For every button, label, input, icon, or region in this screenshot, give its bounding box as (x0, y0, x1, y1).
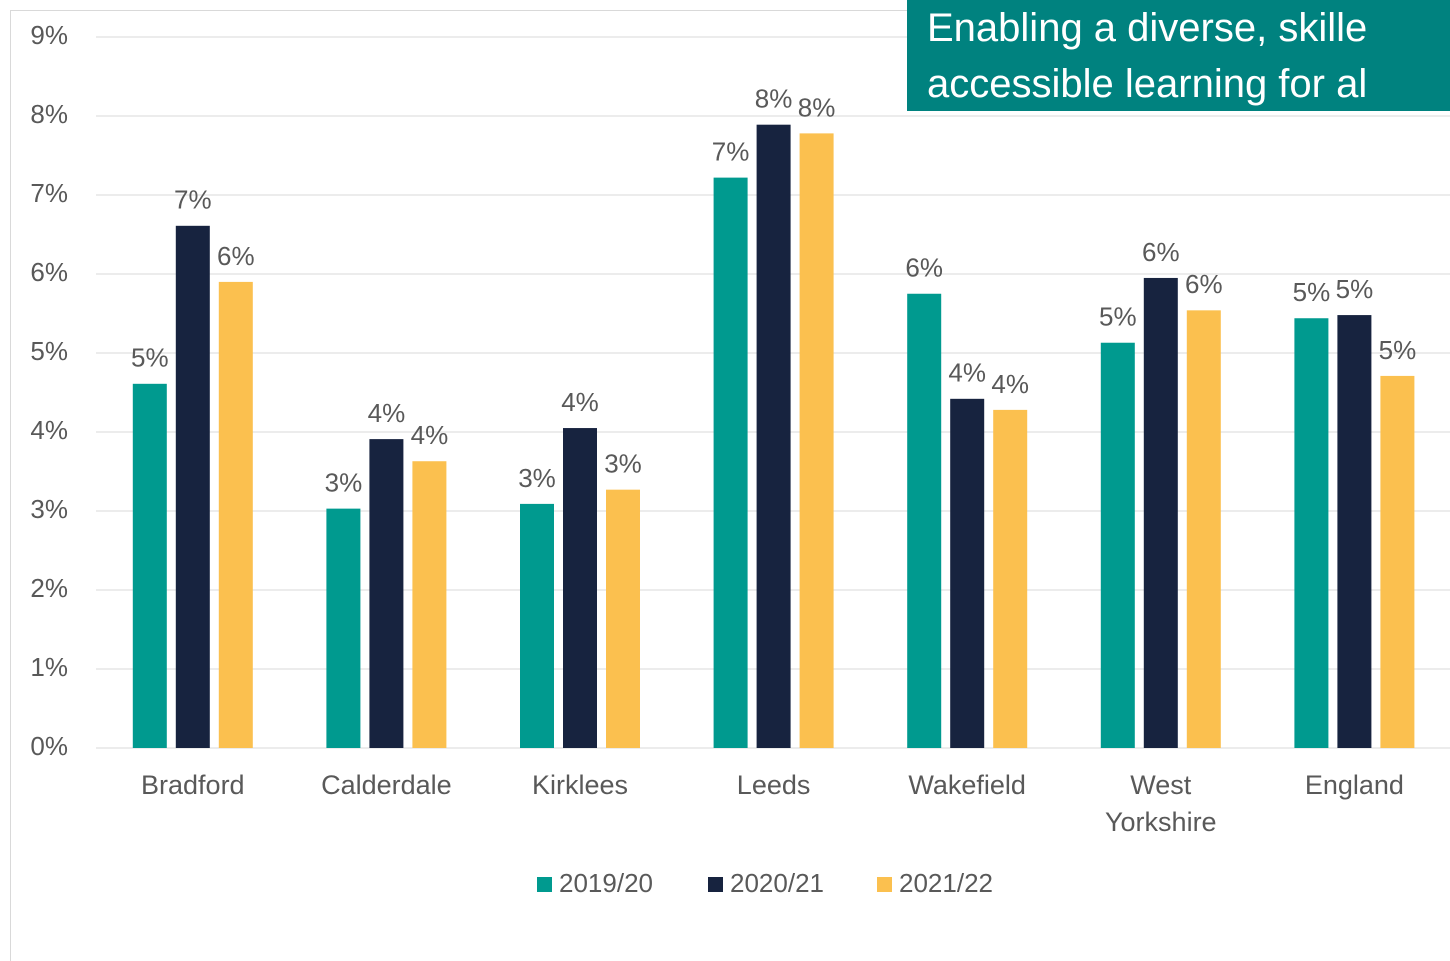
value-label: 4% (948, 358, 986, 388)
bar (1380, 375, 1415, 748)
y-tick-label: 9% (30, 20, 68, 50)
y-tick-label: 0% (30, 731, 68, 761)
value-label: 3% (518, 463, 556, 493)
bar (606, 489, 640, 748)
value-label: 5% (1336, 274, 1374, 304)
bar (1186, 310, 1221, 748)
y-tick-label: 8% (30, 99, 68, 129)
bar (412, 461, 447, 748)
x-tick-label: Wakefield (908, 770, 1026, 800)
legend-label: 2019/20 (559, 868, 653, 898)
value-label: 4% (991, 369, 1029, 399)
y-tick-label: 1% (30, 652, 68, 682)
x-tick-label: Bradford (141, 770, 245, 800)
y-tick-label: 2% (30, 573, 68, 603)
bar (1143, 277, 1178, 748)
x-tick-label: West Yorkshire (1105, 770, 1217, 837)
value-label: 4% (561, 387, 599, 417)
banner: Enabling a diverse, skille accessible le… (907, 0, 1450, 111)
legend-label: 2020/21 (730, 868, 824, 898)
chart-border (10, 10, 1450, 961)
bar (520, 503, 554, 748)
banner-line: Enabling a diverse, skille (927, 6, 1368, 50)
bar (1294, 318, 1329, 748)
bar (132, 383, 167, 748)
bar (563, 428, 597, 748)
bar (799, 133, 834, 748)
value-label: 6% (1142, 237, 1180, 267)
value-label: 7% (712, 136, 750, 166)
value-label: 6% (217, 241, 255, 271)
legend-label: 2021/22 (899, 868, 993, 898)
value-label: 8% (798, 92, 836, 122)
value-label: 6% (905, 253, 943, 283)
bar (950, 398, 985, 748)
value-label: 6% (1185, 269, 1223, 299)
value-label: 8% (755, 84, 793, 114)
x-tick-label: Kirklees (531, 770, 629, 800)
bar (993, 409, 1028, 748)
value-label: 4% (411, 420, 449, 450)
banner-line: accessible learning for al (927, 62, 1368, 106)
y-tick-label: 5% (30, 336, 68, 366)
x-tick-label: Calderdale (321, 770, 452, 800)
value-label: 5% (131, 343, 169, 373)
bar (1100, 342, 1135, 748)
legend-swatch (537, 877, 552, 892)
bar (369, 439, 404, 748)
legend-swatch (877, 877, 892, 892)
value-label: 3% (604, 449, 642, 479)
value-label: 7% (174, 185, 212, 215)
x-tick-label: England (1304, 770, 1404, 800)
y-tick-label: 7% (30, 178, 68, 208)
y-tick-label: 6% (30, 257, 68, 287)
bar (1337, 315, 1372, 748)
bar (713, 177, 748, 748)
y-tick-label: 4% (30, 415, 68, 445)
legend-swatch (708, 877, 723, 892)
bar (326, 508, 361, 748)
x-tick-label: Leeds (736, 770, 811, 800)
bar (756, 124, 791, 748)
y-tick-label: 3% (30, 494, 68, 524)
value-label: 3% (325, 468, 363, 498)
bar (218, 281, 253, 748)
value-label: 5% (1099, 302, 1137, 332)
value-label: 4% (368, 398, 406, 428)
value-label: 5% (1293, 277, 1331, 307)
bar (175, 225, 210, 748)
bar (907, 293, 942, 748)
value-label: 5% (1379, 335, 1417, 365)
